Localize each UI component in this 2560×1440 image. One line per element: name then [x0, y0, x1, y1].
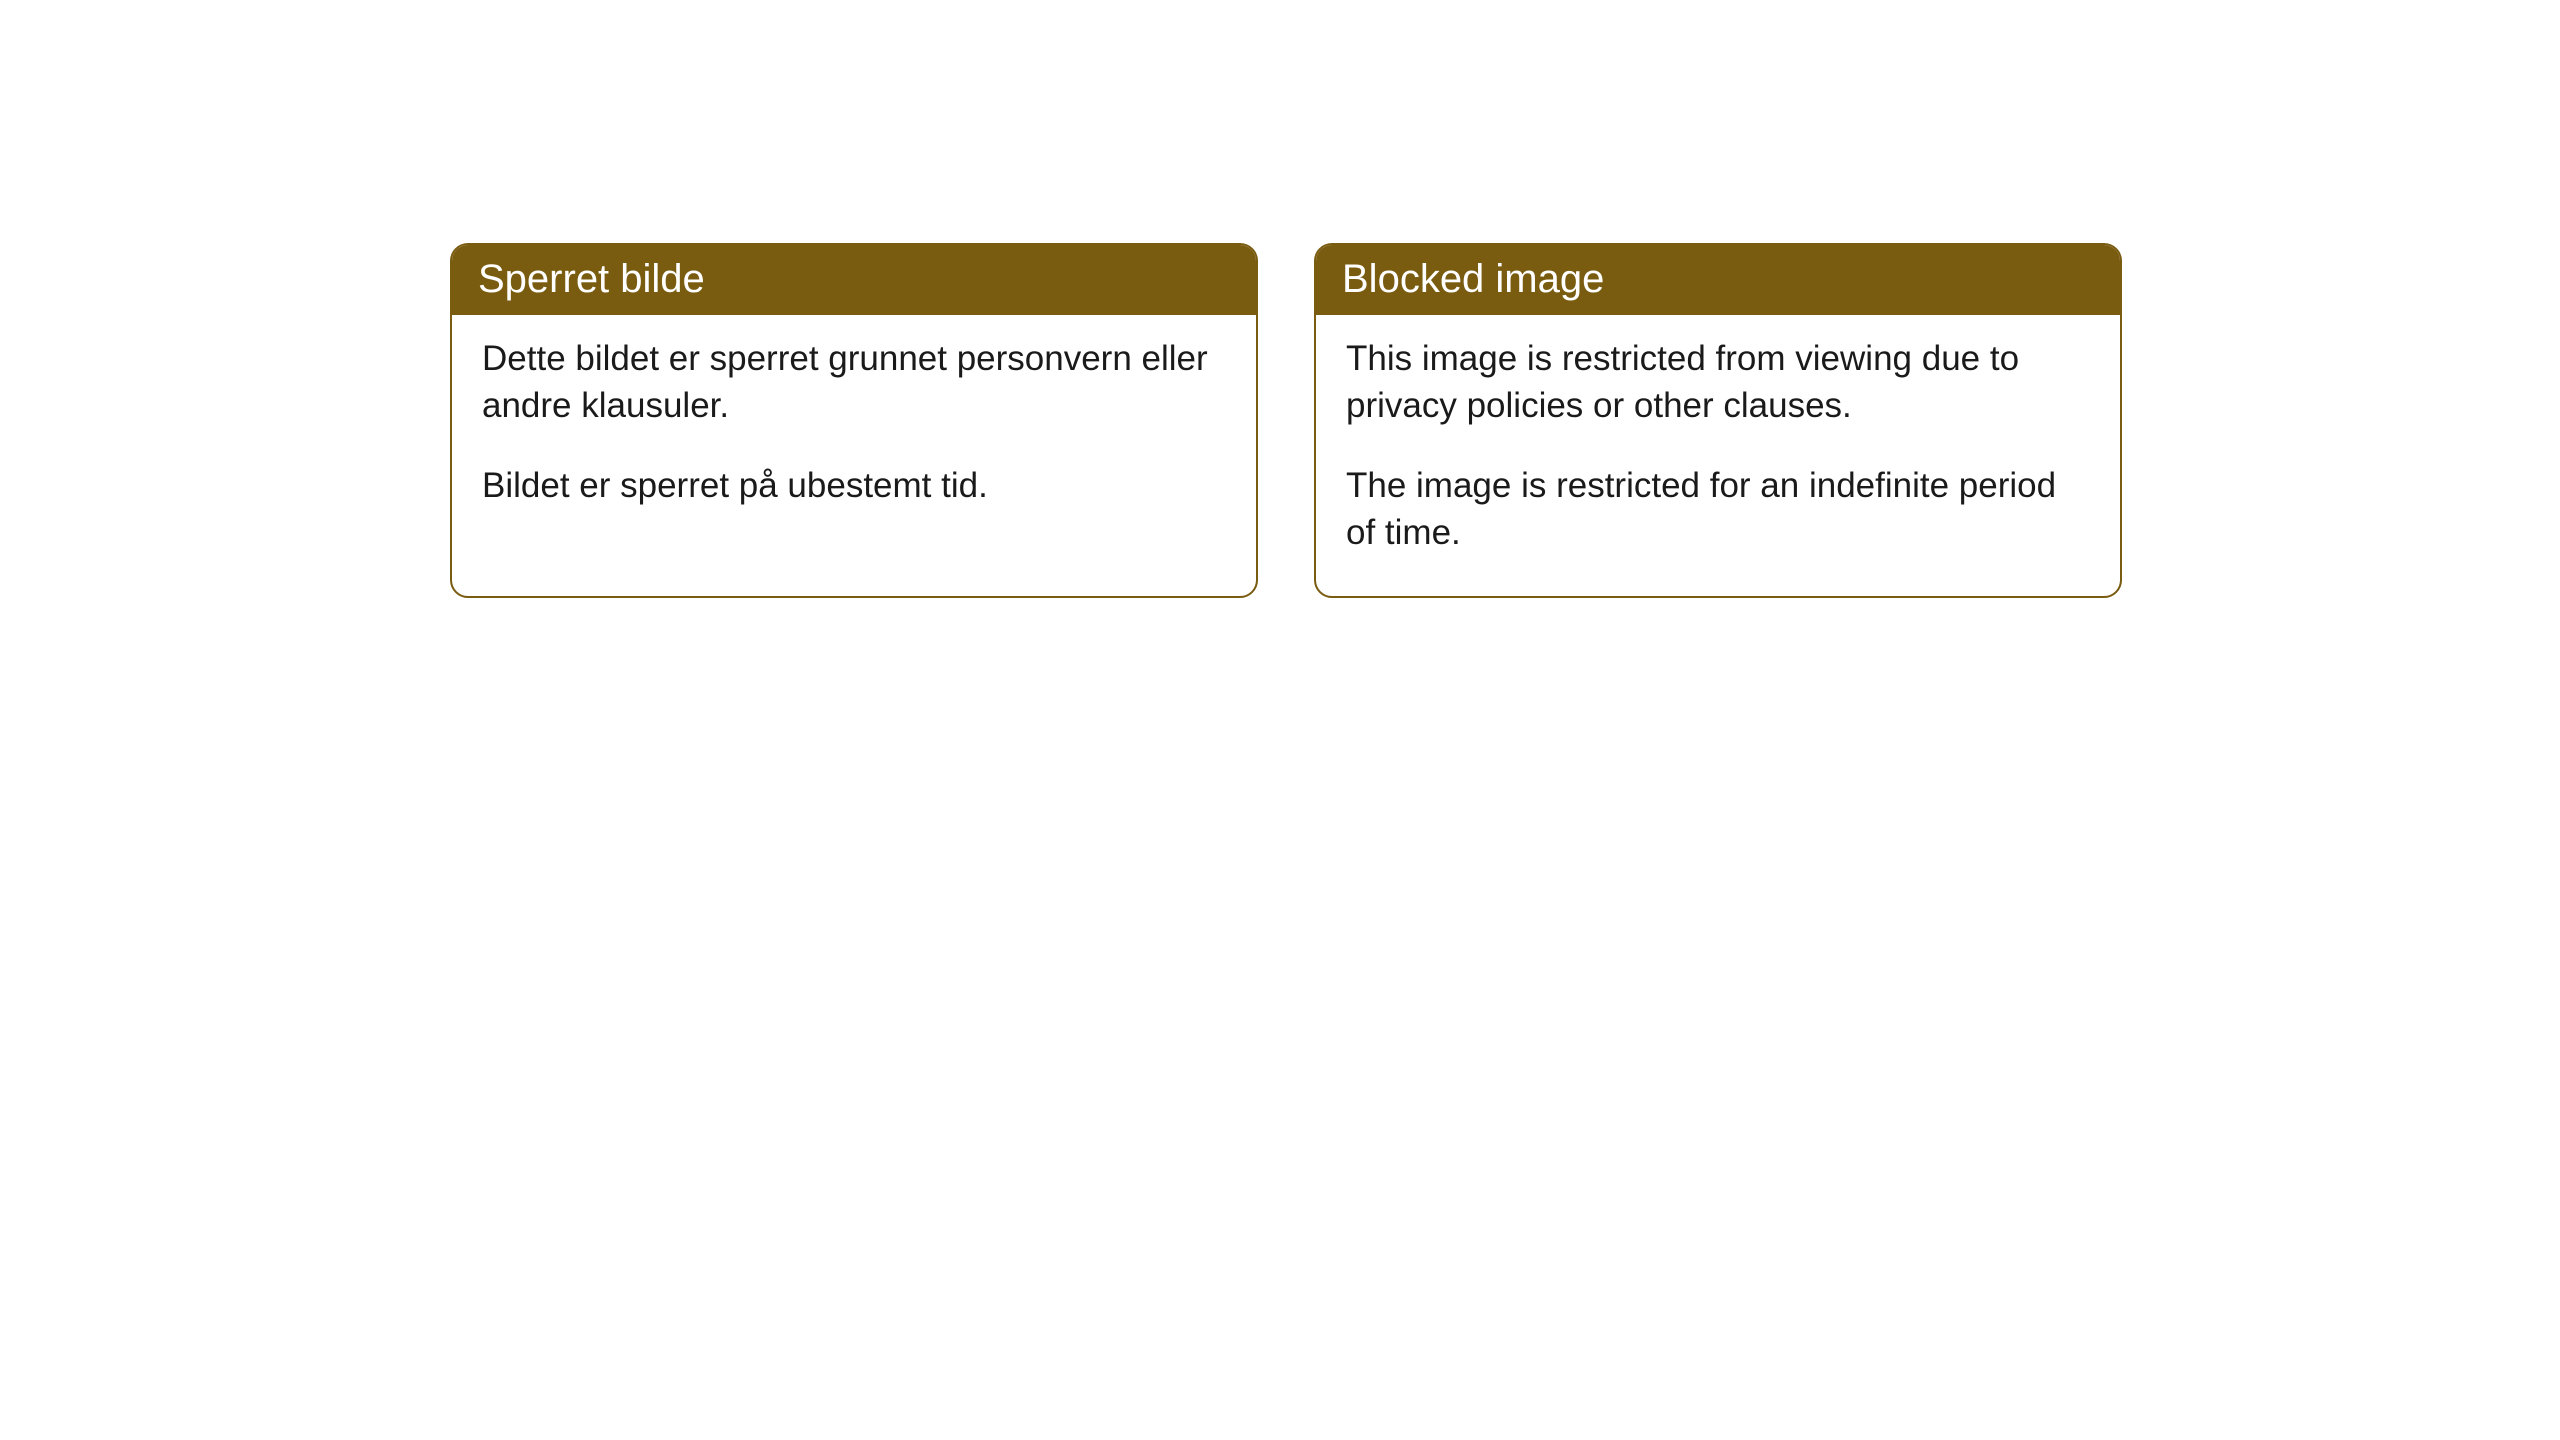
card-text-no-1: Dette bildet er sperret grunnet personve… [482, 335, 1226, 430]
blocked-image-card-en: Blocked image This image is restricted f… [1314, 243, 2122, 598]
card-body-en: This image is restricted from viewing du… [1316, 315, 2120, 596]
card-text-no-2: Bildet er sperret på ubestemt tid. [482, 462, 1226, 509]
card-text-en-2: The image is restricted for an indefinit… [1346, 462, 2090, 557]
card-body-no: Dette bildet er sperret grunnet personve… [452, 315, 1256, 549]
card-title-no: Sperret bilde [452, 245, 1256, 315]
blocked-image-card-no: Sperret bilde Dette bildet er sperret gr… [450, 243, 1258, 598]
card-title-en: Blocked image [1316, 245, 2120, 315]
cards-container: Sperret bilde Dette bildet er sperret gr… [0, 0, 2560, 598]
card-text-en-1: This image is restricted from viewing du… [1346, 335, 2090, 430]
